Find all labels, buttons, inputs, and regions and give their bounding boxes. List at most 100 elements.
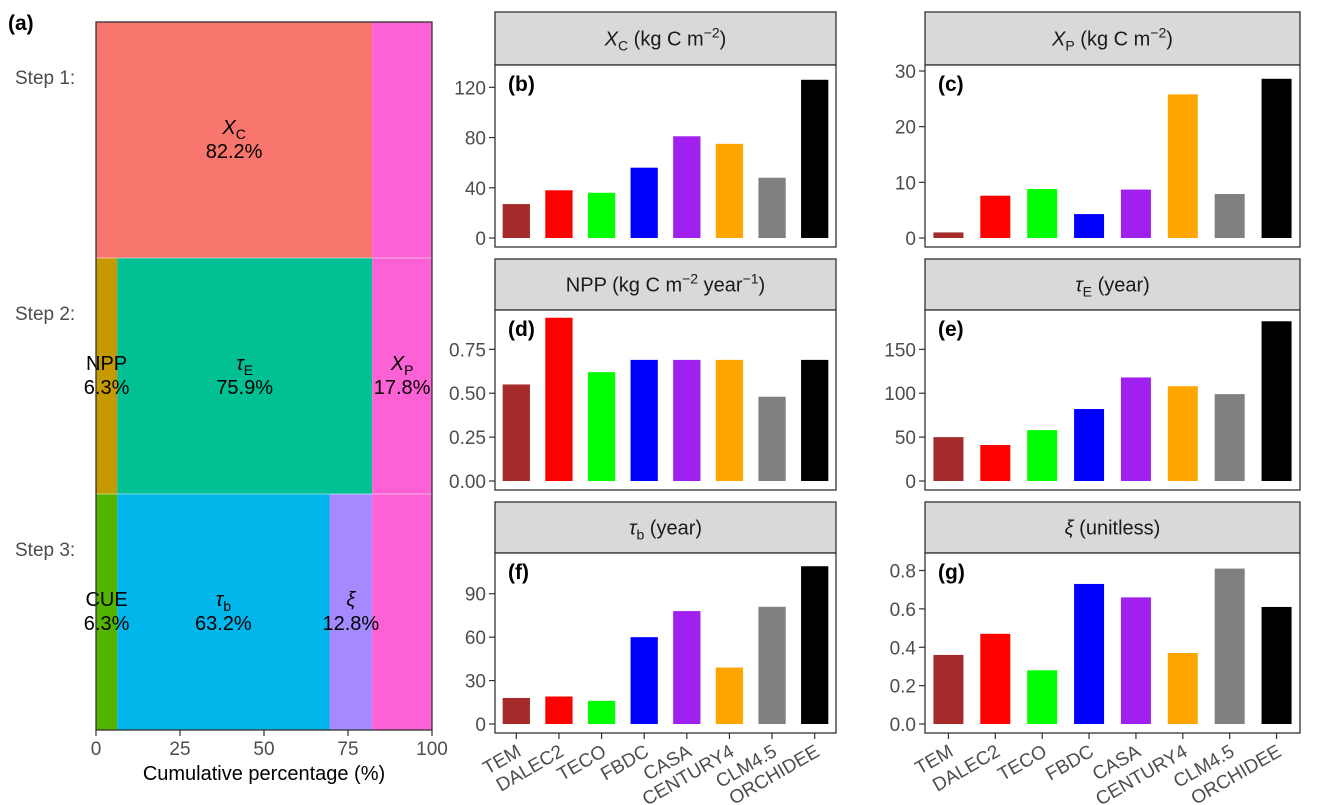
bar-FBDC: [630, 637, 658, 724]
bar-CENTURY4: [1167, 386, 1198, 481]
panel-tag: (g): [938, 561, 965, 584]
bar-TECO: [587, 192, 616, 238]
segment-symbol: τ: [236, 353, 245, 375]
step-label-3: Step 3:: [15, 540, 75, 561]
y-tick-label: 0.4: [890, 638, 917, 659]
segment-symbol: X: [221, 117, 236, 139]
strip-symbol: X: [1051, 29, 1066, 51]
segment-symbol: ξ: [346, 589, 356, 611]
y-tick-label: 40: [465, 179, 486, 200]
segment-symbol: NPP: [86, 353, 127, 375]
strip-superscript: −2: [704, 25, 720, 41]
y-tick-label: 150: [884, 340, 916, 361]
strip-symbol: X: [604, 29, 619, 51]
y-tick-label: 120: [454, 78, 486, 99]
bar-CLM4.5: [758, 396, 786, 481]
segment-subscript: C: [236, 126, 246, 142]
y-tick-label: 50: [895, 428, 916, 449]
segment-subscript: b: [223, 598, 231, 614]
strip-subscript: b: [636, 527, 644, 543]
strip-superscript: −2: [1150, 25, 1166, 41]
bar-ORCHIDEE: [1261, 78, 1292, 238]
segment-subscript: P: [404, 362, 413, 378]
y-tick-label: 10: [895, 173, 916, 194]
bar-FBDC: [630, 167, 658, 238]
strip-unit: (year): [1092, 275, 1150, 297]
bar-DALEC2: [980, 195, 1011, 238]
segment-name-label: CUE: [85, 589, 127, 611]
facet-strip: [494, 501, 837, 554]
y-tick-label: 20: [895, 118, 916, 139]
strip-title: τb (year): [629, 518, 702, 543]
panel-tag: (b): [508, 73, 535, 96]
strip-unit-tail: ): [1166, 29, 1173, 51]
step-segment-6: [117, 494, 330, 730]
step-segment-2: [96, 258, 118, 494]
y-tick-label: 0.8: [890, 562, 916, 583]
strip-symbol: ξ: [1065, 518, 1075, 540]
strip-title: XC (kg C m−2): [604, 25, 727, 54]
bar-TECO: [1027, 189, 1058, 238]
bar-TEM: [933, 654, 964, 724]
y-tick-label: 0: [475, 229, 486, 250]
bar-CASA: [673, 611, 701, 724]
panel-tag: (f): [508, 561, 529, 584]
bar-TECO: [587, 372, 616, 481]
segment-name-label: XP: [390, 353, 414, 378]
facet-strip: [494, 258, 837, 311]
bar-DALEC2: [980, 445, 1011, 481]
x-tick-label: 50: [253, 739, 274, 760]
segment-percent-label: 75.9%: [216, 377, 273, 399]
step-segment-1: [372, 22, 432, 258]
bar-CENTURY4: [1167, 94, 1198, 238]
segment-percent-label: 82.2%: [206, 141, 263, 163]
facet-strip: [924, 11, 1301, 66]
bar-CASA: [673, 359, 701, 481]
panel-tag-a: (a): [8, 12, 34, 35]
strip-unit: (kg C m: [1075, 29, 1151, 51]
bar-CASA: [1120, 377, 1151, 481]
segment-percent-label: 6.3%: [84, 613, 130, 635]
bar-DALEC2: [980, 633, 1011, 724]
x-tick-label: 0: [91, 739, 102, 760]
y-tick-label: 30: [895, 62, 916, 83]
bar-TEM: [502, 697, 530, 724]
strip-title: τE (year): [1075, 275, 1150, 300]
bar-TECO: [1027, 430, 1058, 481]
bar-TEM: [933, 232, 964, 238]
bar-ORCHIDEE: [801, 79, 829, 238]
bar-TECO: [1027, 670, 1058, 724]
y-tick-label: 0.25: [449, 428, 486, 449]
bar-TEM: [502, 204, 530, 238]
segment-percent-label: 63.2%: [195, 613, 252, 635]
bar-ORCHIDEE: [1261, 321, 1292, 481]
category-label-FBDC: FBDC: [1042, 741, 1097, 785]
y-tick-label: 90: [465, 585, 486, 606]
facet-strip: [924, 501, 1301, 554]
strip-unit: (unitless): [1074, 518, 1161, 540]
x-tick-label: 75: [337, 739, 358, 760]
x-tick-label: 100: [416, 739, 448, 760]
strip-title: NPP (kg C m−2 year−1): [566, 271, 765, 297]
panel-tag: (e): [938, 318, 964, 341]
y-tick-label: 0.00: [449, 472, 486, 493]
bar-CENTURY4: [715, 359, 744, 481]
strip-superscript: −2: [682, 271, 698, 287]
category-label-FBDC: FBDC: [597, 741, 652, 785]
bar-TEM: [933, 437, 964, 481]
y-tick-label: 0: [475, 715, 486, 736]
y-tick-label: 0.75: [449, 340, 486, 361]
bar-CLM4.5: [758, 177, 786, 238]
bar-FBDC: [1074, 583, 1105, 724]
segment-name-label: NPP: [86, 353, 127, 375]
bar-ORCHIDEE: [1261, 606, 1292, 724]
strip-unit-tail: ): [720, 29, 727, 51]
bar-TEM: [502, 384, 530, 481]
panel-tag: (d): [508, 318, 535, 341]
facet-strip: [494, 11, 837, 66]
y-tick-label: 100: [884, 384, 916, 405]
x-tick-label: 25: [169, 739, 190, 760]
strip-title: ξ (unitless): [1065, 518, 1161, 540]
y-tick-label: 30: [465, 672, 486, 693]
